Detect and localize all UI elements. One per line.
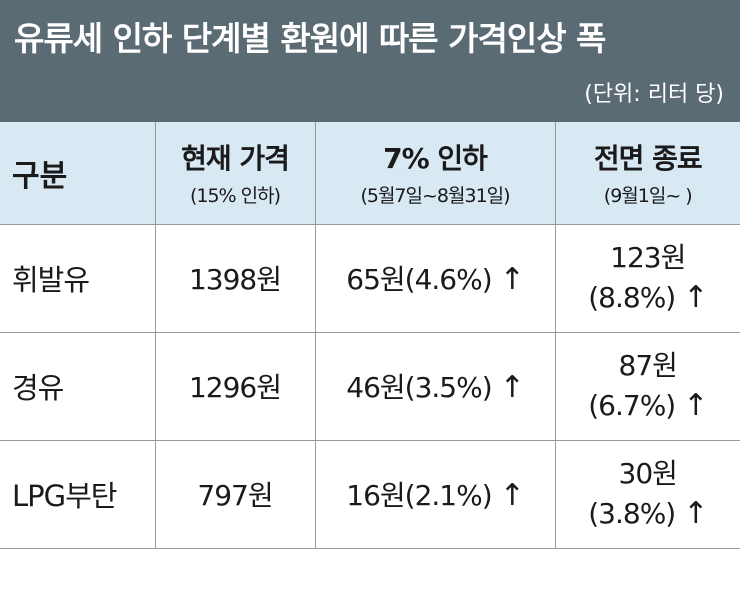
current-price-cell: 1296원 <box>155 332 316 441</box>
up-arrow-icon: ↑ <box>683 496 708 531</box>
row-label: LPG부탄 <box>0 440 156 549</box>
up-arrow-icon: ↑ <box>683 388 708 423</box>
end-percent-line: (3.8%) ↑ <box>556 494 740 534</box>
end-percent: (3.8%) <box>588 497 676 530</box>
table-row: 휘발유 1398원 65원(4.6%) ↑ 123원 (8.8%) ↑ <box>0 224 740 333</box>
end-percent-line: (8.8%) ↑ <box>556 278 740 318</box>
header-end: 전면 종료 (9월1일~ ) <box>555 122 740 225</box>
cut7-cell: 16원(2.1%) ↑ <box>315 440 556 549</box>
up-arrow-icon: ↑ <box>683 280 708 315</box>
table-row: 경유 1296원 46원(3.5%) ↑ 87원 (6.7%) ↑ <box>0 332 740 441</box>
end-percent-line: (6.7%) ↑ <box>556 386 740 426</box>
cut7-cell: 65원(4.6%) ↑ <box>315 224 556 333</box>
up-arrow-icon: ↑ <box>499 478 525 513</box>
end-cell: 30원 (3.8%) ↑ <box>555 440 740 549</box>
header-end-main: 전면 종료 <box>593 142 703 176</box>
current-price-cell: 797원 <box>155 440 316 549</box>
row-label: 휘발유 <box>0 224 156 333</box>
table-title: 유류세 인하 단계별 환원에 따른 가격인상 폭 <box>14 19 606 58</box>
end-value: 87원 <box>618 349 678 382</box>
table-row: LPG부탄 797원 16원(2.1%) ↑ 30원 (3.8%) ↑ <box>0 440 740 549</box>
row-label: 경유 <box>0 332 156 441</box>
end-value: 123원 <box>610 241 686 274</box>
title-bar: 유류세 인하 단계별 환원에 따른 가격인상 폭 (단위: 리터 당) <box>0 0 740 122</box>
header-row: 구분 현재 가격 (15% 인하) 7% 인하 (5월7일~8월31일) 전면 … <box>0 122 740 225</box>
up-arrow-icon: ↑ <box>499 262 525 297</box>
header-current-sub: (15% 인하) <box>189 185 281 208</box>
cut7-value: 65원(4.6%) <box>346 263 492 296</box>
end-percent: (8.8%) <box>588 281 676 314</box>
cut7-value: 46원(3.5%) <box>346 371 492 404</box>
cut7-cell: 46원(3.5%) ↑ <box>315 332 556 441</box>
end-cell: 123원 (8.8%) ↑ <box>555 224 740 333</box>
up-arrow-icon: ↑ <box>499 370 525 405</box>
header-current: 현재 가격 (15% 인하) <box>155 122 316 225</box>
price-table: 구분 현재 가격 (15% 인하) 7% 인하 (5월7일~8월31일) 전면 … <box>0 122 740 549</box>
header-category: 구분 <box>0 122 156 225</box>
current-price-cell: 1398원 <box>155 224 316 333</box>
end-value: 30원 <box>618 457 678 490</box>
cut7-value: 16원(2.1%) <box>346 479 492 512</box>
end-cell: 87원 (6.7%) ↑ <box>555 332 740 441</box>
header-current-main: 현재 가격 <box>181 142 290 176</box>
header-end-sub: (9월1일~ ) <box>603 185 693 208</box>
end-percent: (6.7%) <box>588 389 676 422</box>
header-cut7-main: 7% 인하 <box>383 142 488 176</box>
unit-note: (단위: 리터 당) <box>584 82 724 107</box>
header-cut7-sub: (5월7일~8월31일) <box>360 185 510 208</box>
header-cut7: 7% 인하 (5월7일~8월31일) <box>315 122 556 225</box>
